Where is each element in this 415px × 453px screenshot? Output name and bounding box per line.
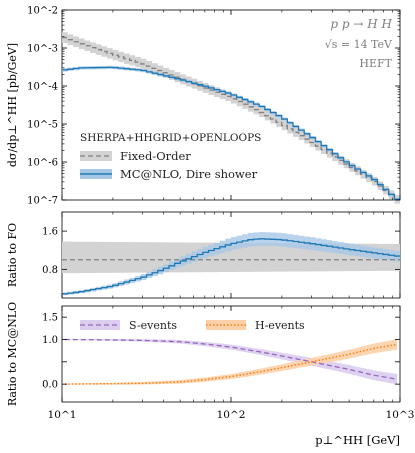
- ratio-fo-y-tick-label: 1.6: [42, 227, 58, 238]
- mc-series-line: [62, 66, 400, 200]
- axes-ticks: 10^-7 10^-6 10^-5 10^-4 10^-3 10^-2 0.8 1.6 0.0 1…: [27, 6, 414, 422]
- ratio-mc-y-axis-label: Ratio to MC@NLO: [6, 302, 19, 406]
- h-events-band: [64, 339, 398, 385]
- main-y-tick-label: 10^-6: [27, 158, 58, 169]
- ratio-fo-y-axis-label: Ratio to FO: [6, 223, 19, 287]
- ratio-fo-panel-plot: [62, 231, 400, 296]
- fo-uncertainty-band: [62, 32, 400, 204]
- legend-fo-label: Fixed-Order: [120, 149, 191, 163]
- model-label: HEFT: [359, 57, 392, 70]
- main-y-tick-label: 10^-2: [27, 6, 58, 17]
- energy-label: √s = 14 TeV: [325, 38, 393, 51]
- main-y-tick-label: 10^-5: [27, 120, 58, 131]
- ratio-mc-y-tick-label: 0.0: [42, 380, 58, 391]
- legend-h-label: H-events: [255, 319, 305, 332]
- main-y-tick-label: 10^-4: [27, 82, 58, 93]
- mc-ratio-line: [62, 238, 400, 295]
- ratio-mc-panel-plot: [64, 338, 398, 385]
- x-axis-label: p⊥^HH [GeV]: [315, 433, 400, 447]
- main-y-tick-label: 10^-3: [27, 44, 58, 55]
- legend-s-label: S-events: [129, 319, 177, 332]
- main-legend-title: SHERPA+HHGRID+OPENLOOPS: [80, 132, 261, 144]
- main-y-axis-label: dσ/dp⊥^HH [pb/GeV]: [6, 43, 19, 167]
- x-tick-label: 10^1: [48, 409, 77, 421]
- x-tick-label: 10^2: [217, 409, 246, 421]
- legend-h-band: [206, 320, 246, 330]
- ratio-mc-y-tick-label: 1.0: [42, 335, 58, 346]
- main-panel-plot: [62, 32, 400, 204]
- process-label: p p → H H: [330, 17, 392, 31]
- legend-mc-label: MC@NLO, Dire shower: [120, 167, 258, 181]
- mc-ratio-band: [62, 231, 400, 296]
- ratio-fo-y-tick-label: 0.8: [42, 265, 58, 276]
- main-y-tick-label: 10^-7: [27, 196, 58, 207]
- ratio-mc-y-tick-label: 1.5: [42, 313, 58, 324]
- x-tick-label: 10^3: [386, 409, 415, 421]
